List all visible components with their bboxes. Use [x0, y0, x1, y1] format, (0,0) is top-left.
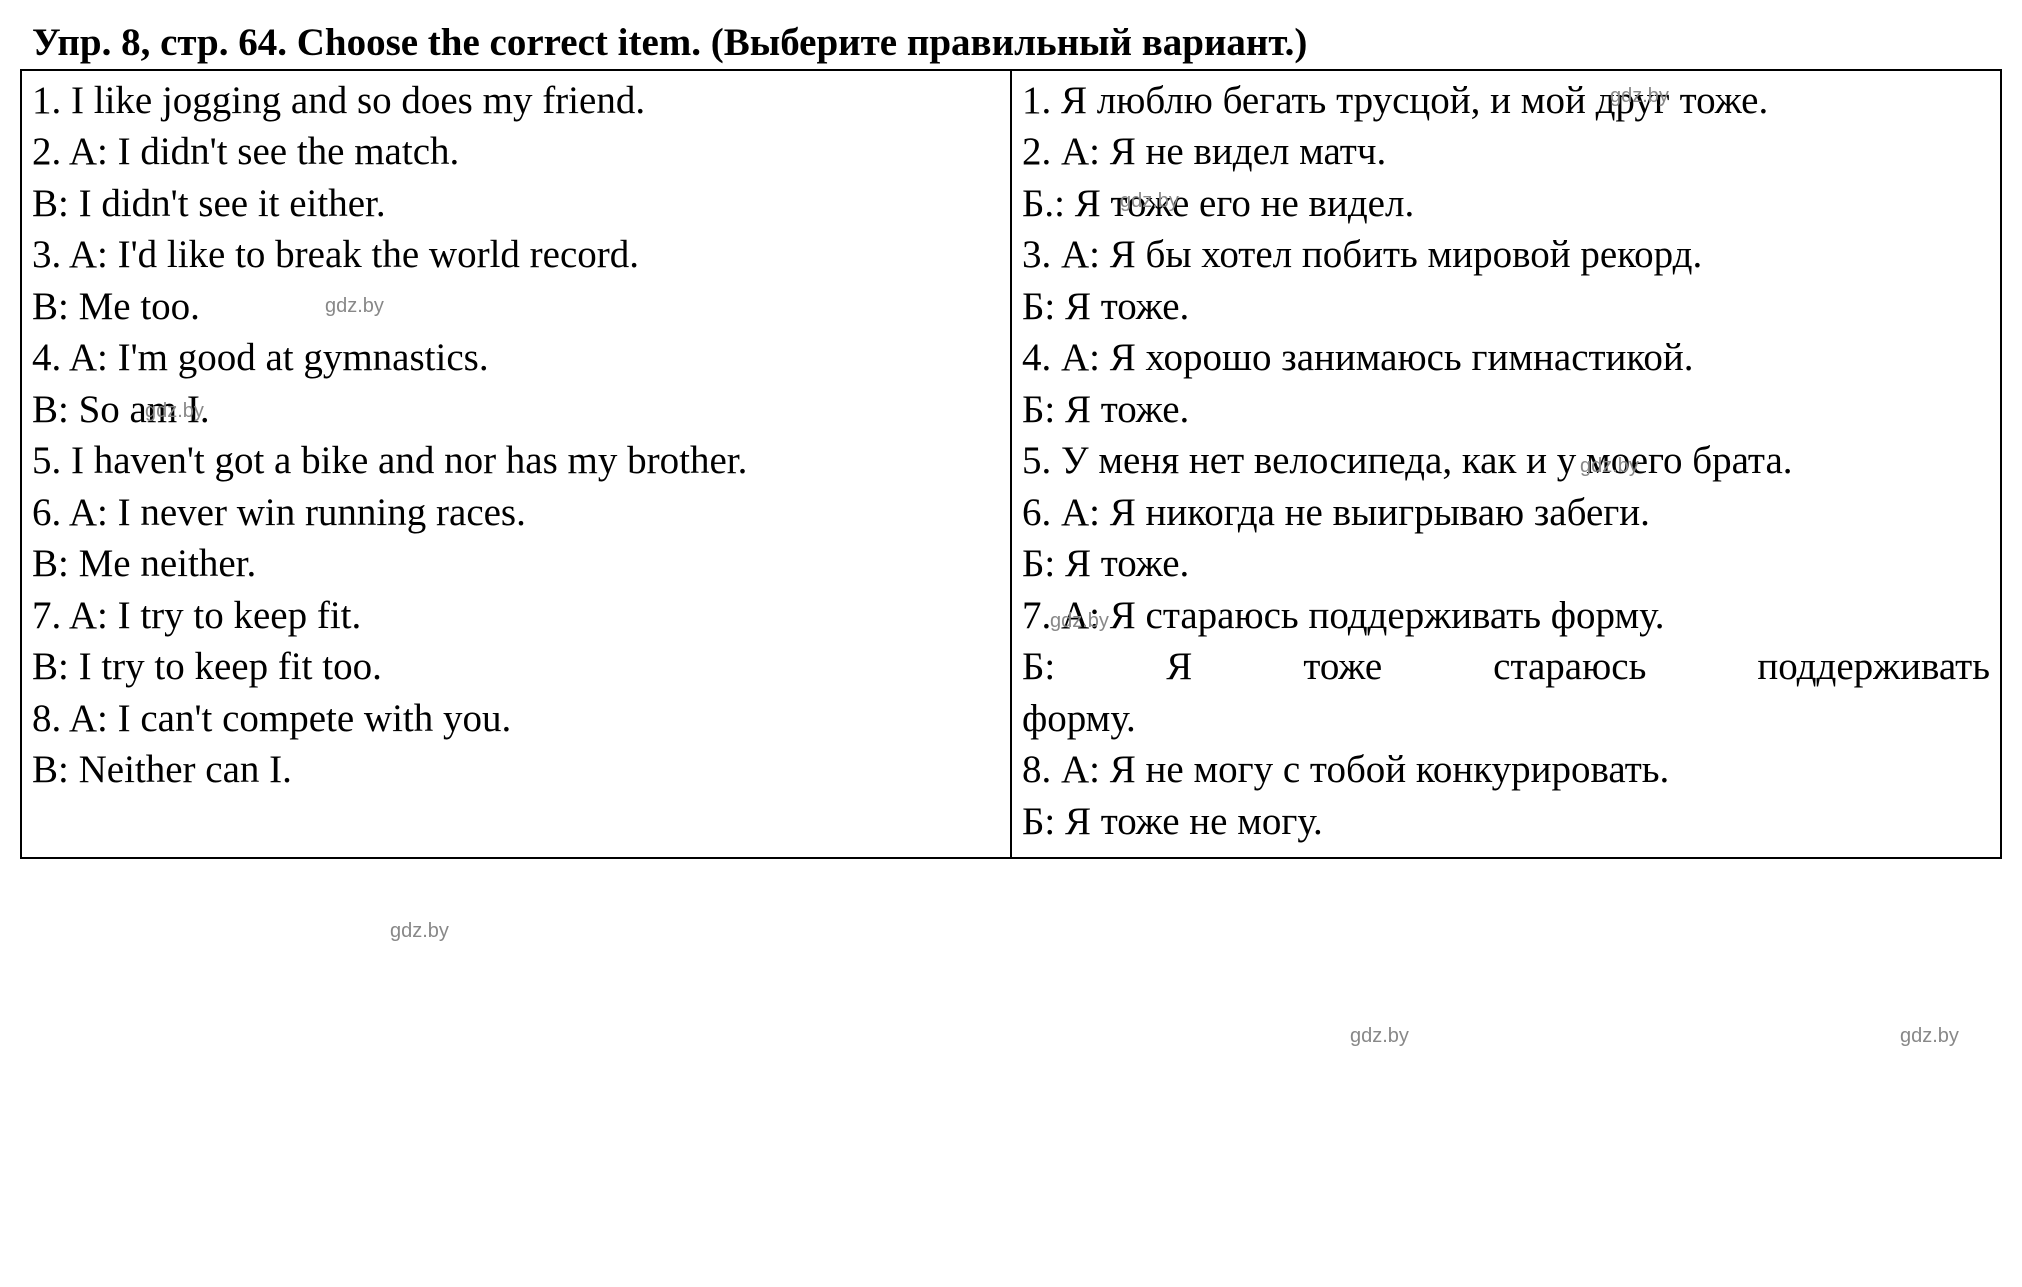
watermark: gdz.by	[390, 920, 449, 943]
english-line-6: 4. A: I'm good at gymnastics.	[32, 332, 1000, 383]
exercise-table: 1. I like jogging and so does my friend.…	[20, 69, 2002, 859]
english-column: 1. I like jogging and so does my friend.…	[21, 70, 1011, 858]
russian-line-12b: форму.	[1022, 693, 1990, 744]
russian-line-1: 1. Я люблю бегать трусцой, и мой друг то…	[1022, 75, 1990, 126]
russian-line-6: 4. А: Я хорошо занимаюсь гимнастикой.	[1022, 332, 1990, 383]
russian-line-8: 5. У меня нет велосипеда, как и у моего …	[1022, 435, 1990, 486]
russian-line-12a: Б: Я тоже стараюсь поддерживать	[1022, 641, 1990, 692]
russian-line-3: Б.: Я тоже его не видел.	[1022, 178, 1990, 229]
russian-line-4: 3. А: Я бы хотел побить мировой рекорд.	[1022, 229, 1990, 280]
english-line-13: 8. A: I can't compete with you.	[32, 693, 1000, 744]
english-line-14: B: Neither can I.	[32, 744, 1000, 795]
russian-line-13: 8. А: Я не могу с тобой конкурировать.	[1022, 744, 1990, 795]
watermark: gdz.by	[1350, 1025, 1409, 1048]
english-line-3: B: I didn't see it either.	[32, 178, 1000, 229]
english-line-1: 1. I like jogging and so does my friend.	[32, 75, 1000, 126]
english-line-12: B: I try to keep fit too.	[32, 641, 1000, 692]
english-line-9: 6. A: I never win running races.	[32, 487, 1000, 538]
english-line-10: B: Me neither.	[32, 538, 1000, 589]
english-content: 1. I like jogging and so does my friend.…	[32, 75, 1000, 796]
english-line-4: 3. A: I'd like to break the world record…	[32, 229, 1000, 280]
russian-column: 1. Я люблю бегать трусцой, и мой друг то…	[1011, 70, 2001, 858]
exercise-title: Упр. 8, стр. 64. Choose the correct item…	[20, 20, 2002, 65]
watermark: gdz.by	[1900, 1025, 1959, 1048]
russian-line-7: Б: Я тоже.	[1022, 384, 1990, 435]
russian-content: 1. Я люблю бегать трусцой, и мой друг то…	[1022, 75, 1990, 847]
english-line-8: 5. I haven't got a bike and nor has my b…	[32, 435, 1000, 486]
english-line-2: 2. A: I didn't see the match.	[32, 126, 1000, 177]
russian-line-10: Б: Я тоже.	[1022, 538, 1990, 589]
russian-line-14: Б: Я тоже не могу.	[1022, 796, 1990, 847]
russian-line-5: Б: Я тоже.	[1022, 281, 1990, 332]
russian-line-11: 7. А: Я стараюсь поддерживать форму.	[1022, 590, 1990, 641]
russian-line-9: 6. А: Я никогда не выигрываю забеги.	[1022, 487, 1990, 538]
russian-line-2: 2. А: Я не видел матч.	[1022, 126, 1990, 177]
english-line-5: B: Me too.	[32, 281, 1000, 332]
english-line-7: B: So am I.	[32, 384, 1000, 435]
english-line-11: 7. A: I try to keep fit.	[32, 590, 1000, 641]
